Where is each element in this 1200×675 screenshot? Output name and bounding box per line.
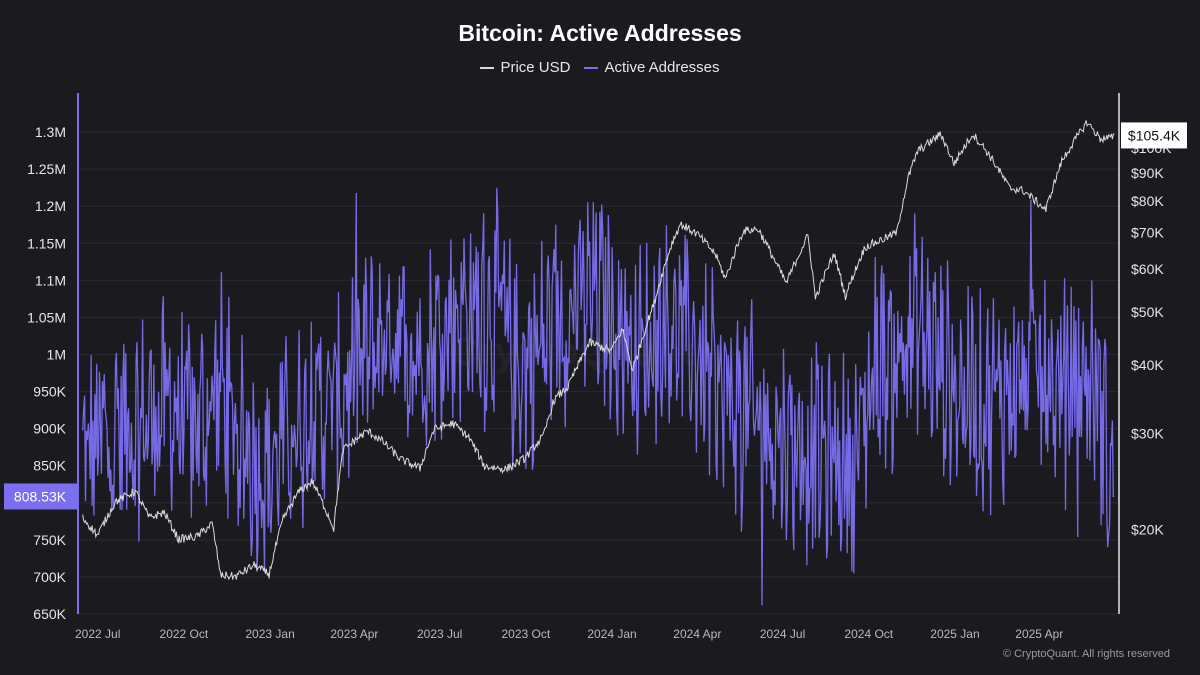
- y-left-tick-label: 1.1M: [35, 272, 66, 288]
- x-tick-label: 2024 Jan: [587, 627, 636, 641]
- y-right-tick-label: $90K: [1131, 165, 1164, 181]
- chart-title: Bitcoin: Active Addresses: [458, 20, 742, 46]
- y-left-tick-label: 850K: [33, 458, 66, 474]
- x-tick-label: 2025 Apr: [1015, 627, 1063, 641]
- y-left-tick-label: 750K: [33, 532, 66, 548]
- y-left-tick-label: 1M: [47, 347, 66, 363]
- x-tick-label: 2022 Oct: [160, 627, 209, 641]
- y-right-tick-label: $70K: [1131, 224, 1164, 240]
- y-left-tick-label: 900K: [33, 421, 66, 437]
- legend-label-price: Price USD: [500, 59, 571, 76]
- x-tick-label: 2023 Jan: [245, 627, 294, 641]
- y-left-tick-label: 1.3M: [35, 124, 66, 140]
- last-price-badge: [1121, 122, 1187, 149]
- x-tick-label: 2022 Jul: [75, 627, 120, 641]
- legend-item-price[interactable]: Price USD: [480, 59, 570, 76]
- y-left-tick-label: 1.25M: [27, 161, 66, 177]
- y-right-tick-label: $60K: [1131, 261, 1164, 277]
- x-tick-label: 2023 Apr: [330, 627, 378, 641]
- series-active-addresses-line: [82, 187, 1115, 606]
- copyright-footer: © CryptoQuant. All rights reserved: [1002, 648, 1170, 660]
- x-tick-label: 2023 Oct: [502, 627, 551, 641]
- y-left-tick-label: 950K: [33, 384, 66, 400]
- x-tick-label: 2025 Jan: [930, 627, 979, 641]
- legend-swatch-price: [480, 66, 495, 69]
- y-right-tick-label: $30K: [1131, 425, 1164, 441]
- y-right-tick-label: $20K: [1131, 521, 1164, 537]
- y-left-tick-label: 700K: [33, 569, 66, 585]
- x-tick-label: 2024 Oct: [844, 627, 893, 641]
- x-tick-label: 2024 Jul: [760, 627, 805, 641]
- y-right-tick-label: $80K: [1131, 193, 1164, 209]
- last-price-label: $105.4K: [1128, 127, 1181, 143]
- legend-swatch-active-addresses: [584, 66, 599, 69]
- y-right-tick-label: $40K: [1131, 357, 1164, 373]
- y-left-tick-label: 1.05M: [27, 309, 66, 325]
- legend-item-active-addresses[interactable]: Active Addresses: [584, 59, 720, 76]
- last-active-addresses-badge: [4, 483, 77, 510]
- chart-legend: Price USD Active Addresses: [0, 59, 1200, 76]
- y-right-tick-label: $50K: [1131, 304, 1164, 320]
- x-tick-label: 2024 Apr: [673, 627, 721, 641]
- y-left-tick-label: 1.15M: [27, 235, 66, 251]
- y-left-tick-label: 1.2M: [35, 198, 66, 214]
- legend-label-active-addresses: Active Addresses: [604, 59, 720, 76]
- series-price-usd-line: [82, 120, 1115, 581]
- y-left-tick-label: 650K: [33, 606, 66, 622]
- x-tick-label: 2023 Jul: [417, 627, 462, 641]
- last-active-addresses-label: 808.53K: [14, 488, 67, 504]
